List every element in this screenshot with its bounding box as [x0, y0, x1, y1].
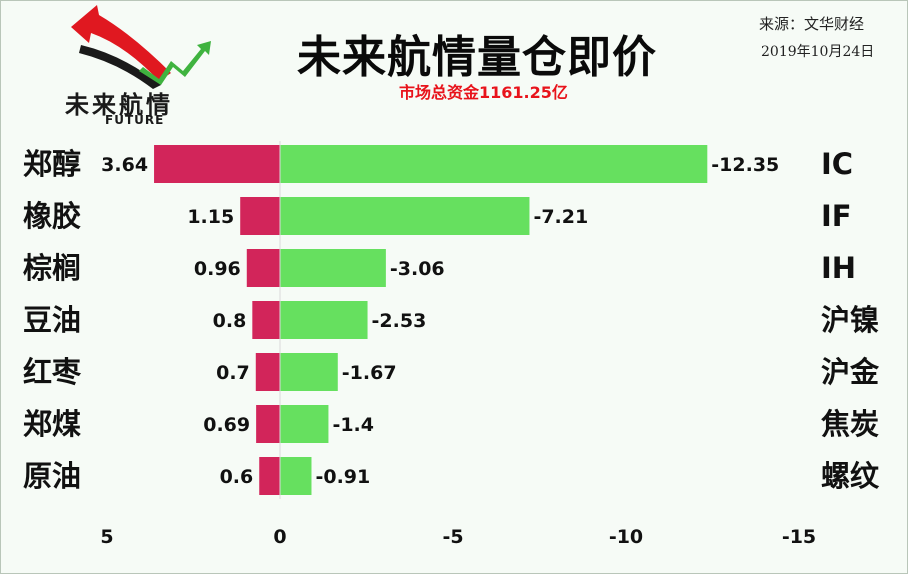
- data-label: -1.67: [342, 362, 397, 384]
- date-label: 2019年10月24日: [761, 44, 875, 60]
- data-label: -2.53: [372, 310, 427, 332]
- rising-arrows-icon: [71, 5, 211, 89]
- bar-positive: [259, 457, 280, 495]
- bar-negative: [280, 353, 338, 391]
- bar-positive: [256, 405, 280, 443]
- logo-name-en: FUTURE: [105, 113, 165, 127]
- page-subtitle: 市场总资金1161.25亿: [399, 83, 568, 102]
- bar-positive: [154, 145, 280, 183]
- category-label: IH: [821, 251, 856, 285]
- category-label: 沪镍: [821, 303, 879, 337]
- bar-positive: [240, 197, 280, 235]
- data-label: 3.64: [101, 154, 148, 176]
- category-label: 原油: [23, 459, 81, 493]
- bar-negative: [280, 197, 530, 235]
- data-label: 0.6: [220, 466, 254, 488]
- data-label: -12.35: [711, 154, 779, 176]
- data-label: -1.4: [332, 414, 374, 436]
- logo-name-cn: 未来航情: [65, 91, 173, 119]
- bar-positive: [252, 301, 280, 339]
- data-label: 0.7: [216, 362, 250, 384]
- x-tick-label: 0: [273, 526, 286, 548]
- category-label: 郑煤: [23, 407, 81, 441]
- data-label: -7.21: [533, 206, 588, 228]
- category-label: 棕榈: [23, 251, 81, 285]
- bar-negative: [280, 301, 368, 339]
- page-title: 未来航情量仓即价: [297, 32, 657, 83]
- category-label: 橡胶: [23, 199, 81, 233]
- bar-negative: [280, 405, 329, 443]
- source-label: 来源：文华财经: [759, 15, 865, 33]
- x-tick-label: 5: [100, 526, 113, 548]
- data-label: 1.15: [187, 206, 234, 228]
- bar-negative: [280, 457, 312, 495]
- x-tick-label: -10: [609, 526, 643, 548]
- category-label: 郑醇: [23, 147, 81, 181]
- bar-positive: [255, 353, 280, 391]
- bar-positive: [246, 249, 280, 287]
- bar-negative: [280, 249, 386, 287]
- category-label: 红枣: [23, 355, 82, 389]
- data-label: 0.69: [203, 414, 250, 436]
- category-label: 沪金: [821, 355, 880, 389]
- category-label: 螺纹: [821, 459, 880, 493]
- x-tick-label: -15: [782, 526, 816, 548]
- data-label: 0.8: [213, 310, 247, 332]
- x-tick-label: -5: [442, 526, 463, 548]
- data-label: -0.91: [315, 466, 370, 488]
- category-label: IF: [821, 199, 852, 233]
- data-label: -3.06: [390, 258, 445, 280]
- data-label: 0.96: [194, 258, 241, 280]
- category-label: 豆油: [23, 303, 81, 337]
- category-label: 焦炭: [821, 407, 879, 441]
- category-label: IC: [821, 147, 853, 181]
- bar-negative: [280, 145, 708, 183]
